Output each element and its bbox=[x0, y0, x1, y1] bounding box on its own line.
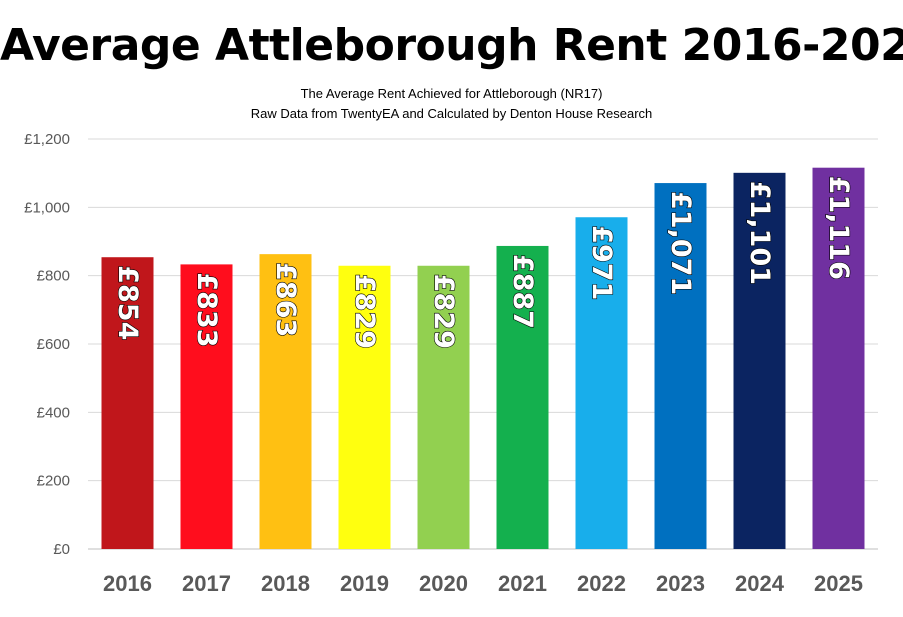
data-label: £829 bbox=[428, 274, 459, 349]
bars bbox=[101, 167, 865, 550]
bar bbox=[496, 245, 549, 550]
bar bbox=[575, 217, 628, 549]
y-tick-label: £200 bbox=[37, 473, 70, 490]
x-tick-label: 2017 bbox=[182, 571, 231, 596]
y-tick-label: £400 bbox=[37, 404, 70, 421]
bar bbox=[180, 264, 233, 549]
data-labels: £854 £833 £863 £829 £829 £887 £971 £1,071 £1,101… bbox=[111, 175, 854, 349]
data-label: £887 bbox=[507, 254, 538, 329]
bar bbox=[417, 265, 470, 549]
data-label: £863 bbox=[270, 262, 301, 337]
y-tick-label: £1,000 bbox=[24, 199, 70, 216]
x-tick-label: 2019 bbox=[340, 571, 389, 596]
y-tick-label: £1,200 bbox=[24, 131, 70, 148]
bar bbox=[812, 167, 865, 549]
x-tick-label: 2022 bbox=[577, 571, 626, 596]
x-tick-label: 2020 bbox=[419, 571, 468, 596]
chart-title: Average Attleborough Rent 2016-2025 bbox=[0, 20, 903, 71]
x-tick-label: 2024 bbox=[735, 571, 785, 596]
bar bbox=[733, 172, 786, 549]
y-axis-tick-labels: £0 £200 £400 £600 £800 £1,000 £1,200 bbox=[24, 131, 70, 558]
y-tick-label: £600 bbox=[37, 336, 70, 353]
data-label: £833 bbox=[191, 272, 222, 347]
data-label: £1,101 bbox=[744, 181, 775, 285]
y-tick-label: £0 bbox=[53, 541, 70, 558]
x-tick-label: 2018 bbox=[261, 571, 310, 596]
x-axis-tick-labels: 2016 2017 2018 2019 2020 2021 2022 2023 2024 2025 bbox=[103, 571, 863, 596]
data-label: £854 bbox=[112, 265, 143, 340]
chart-subtitle-line-2: Raw Data from TwentyEA and Calculated by… bbox=[250, 106, 653, 121]
bar bbox=[654, 183, 707, 549]
data-label: £829 bbox=[349, 274, 380, 349]
x-tick-label: 2023 bbox=[656, 571, 705, 596]
x-tick-label: 2021 bbox=[498, 571, 547, 596]
bar bbox=[338, 265, 391, 549]
data-label: £1,116 bbox=[823, 176, 854, 280]
data-label: £1,071 bbox=[665, 191, 696, 295]
bar bbox=[101, 257, 154, 549]
chart-subtitle-line-1: The Average Rent Achieved for Attleborou… bbox=[300, 86, 603, 101]
y-tick-label: £800 bbox=[37, 268, 70, 285]
data-label: £971 bbox=[586, 225, 617, 300]
bar bbox=[259, 254, 312, 549]
x-tick-label: 2025 bbox=[814, 571, 863, 596]
x-tick-label: 2016 bbox=[103, 571, 152, 596]
